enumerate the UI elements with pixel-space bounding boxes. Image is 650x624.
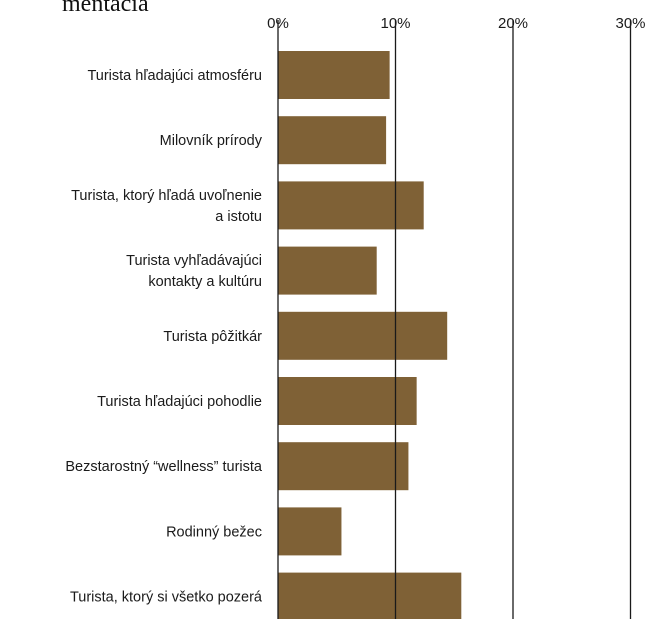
bar-2 [278,116,387,165]
category-label: Turista hľadajúci atmosféru [87,68,262,84]
x-tick-label: 30% [615,15,645,32]
category-label: Milovník prírody [160,133,263,149]
category-label: Turista hľadajúci pohodlie [97,394,262,410]
category-label: Turista, ktorý si všetko pozerá [70,590,263,606]
bar-6 [278,377,417,425]
category-label: Turista vyhľadávajúci kontakty a kultúru [126,253,262,290]
category-label: Bezstarostný “wellness” turista [65,459,263,475]
category-label: Turista pôžitkár [163,329,262,345]
bar-5 [278,311,448,360]
bar-3 [278,181,424,230]
heading-fragment: mentácia [62,0,149,17]
bar-4 [278,246,377,295]
category-label: Rodinný bežec [166,524,262,540]
bar-7 [278,442,409,491]
bar-9 [278,572,462,621]
x-tick-label: 20% [498,15,528,32]
category-label: Turista, ktorý hľadá uvoľnenie a istotu [71,188,262,225]
x-tick-label: 10% [380,15,410,32]
bar-8 [278,507,342,556]
bar-1 [278,51,390,99]
x-tick-label: 0% [267,15,289,32]
